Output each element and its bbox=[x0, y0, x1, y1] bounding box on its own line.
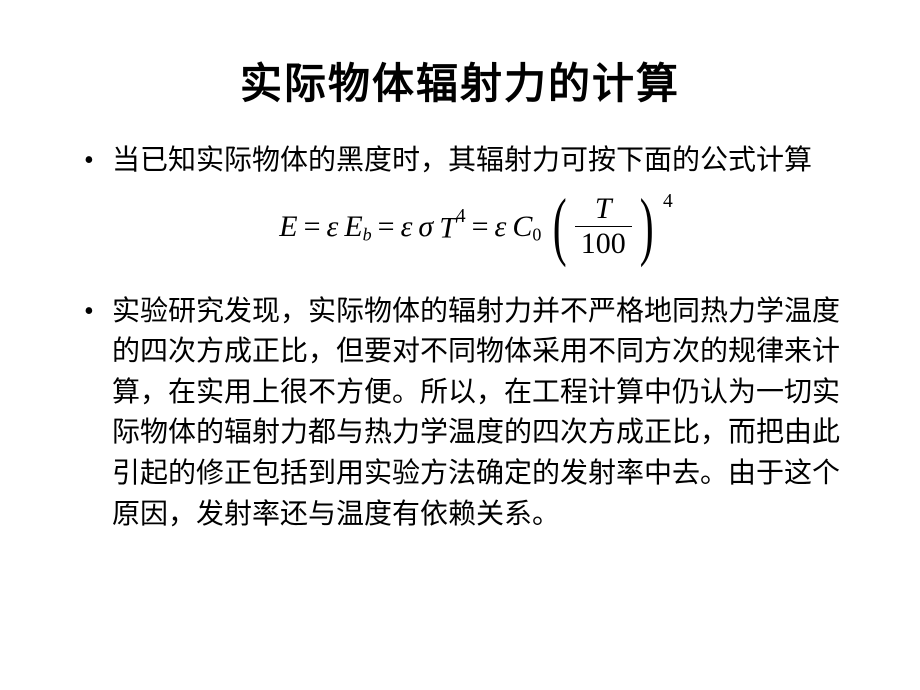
right-paren: ) bbox=[639, 192, 653, 260]
bullet-2-text: 实验研究发现，实际物体的辐射力并不严格地同热力学温度的四次方成正比，但要对不同物… bbox=[112, 296, 840, 530]
sym-epsilon-3: ε bbox=[495, 205, 507, 249]
slide-title: 实际物体辐射力的计算 bbox=[60, 50, 860, 111]
bullet-list: 当已知实际物体的黑度时，其辐射力可按下面的公式计算 E = ε Eb = ε σ… bbox=[60, 141, 860, 535]
sym-epsilon-2: ε bbox=[401, 205, 413, 249]
sym-eq-2: = bbox=[378, 205, 395, 249]
fraction: T 100 bbox=[575, 192, 632, 261]
slide: 实际物体辐射力的计算 当已知实际物体的黑度时，其辐射力可按下面的公式计算 E =… bbox=[0, 0, 920, 690]
sym-epsilon-1: ε bbox=[326, 205, 338, 249]
sym-eq-3: = bbox=[472, 205, 489, 249]
frac-num: T bbox=[589, 192, 618, 226]
frac-den: 100 bbox=[575, 226, 632, 261]
bullet-item-2: 实验研究发现，实际物体的辐射力并不严格地同热力学温度的四次方成正比，但要对不同物… bbox=[80, 292, 840, 536]
sym-E: E bbox=[279, 205, 297, 249]
formula: E = ε Eb = ε σ T4 = ε C0 ( T 100 bbox=[279, 192, 673, 261]
outer-exp: 4 bbox=[663, 188, 673, 216]
bullet-item-1: 当已知实际物体的黑度时，其辐射力可按下面的公式计算 E = ε Eb = ε σ… bbox=[80, 141, 840, 272]
left-paren: ( bbox=[553, 192, 567, 260]
sym-eq-1: = bbox=[304, 205, 321, 249]
sym-C0: C0 bbox=[512, 205, 541, 249]
sym-sigma: σ bbox=[418, 205, 433, 249]
bullet-1-text: 当已知实际物体的黑度时，其辐射力可按下面的公式计算 bbox=[112, 145, 812, 176]
sym-Eb: Eb bbox=[344, 205, 371, 249]
formula-row: E = ε Eb = ε σ T4 = ε C0 ( T 100 bbox=[112, 182, 840, 272]
paren-group: ( T 100 ) bbox=[547, 192, 659, 261]
sym-T4: T4 bbox=[439, 203, 465, 250]
